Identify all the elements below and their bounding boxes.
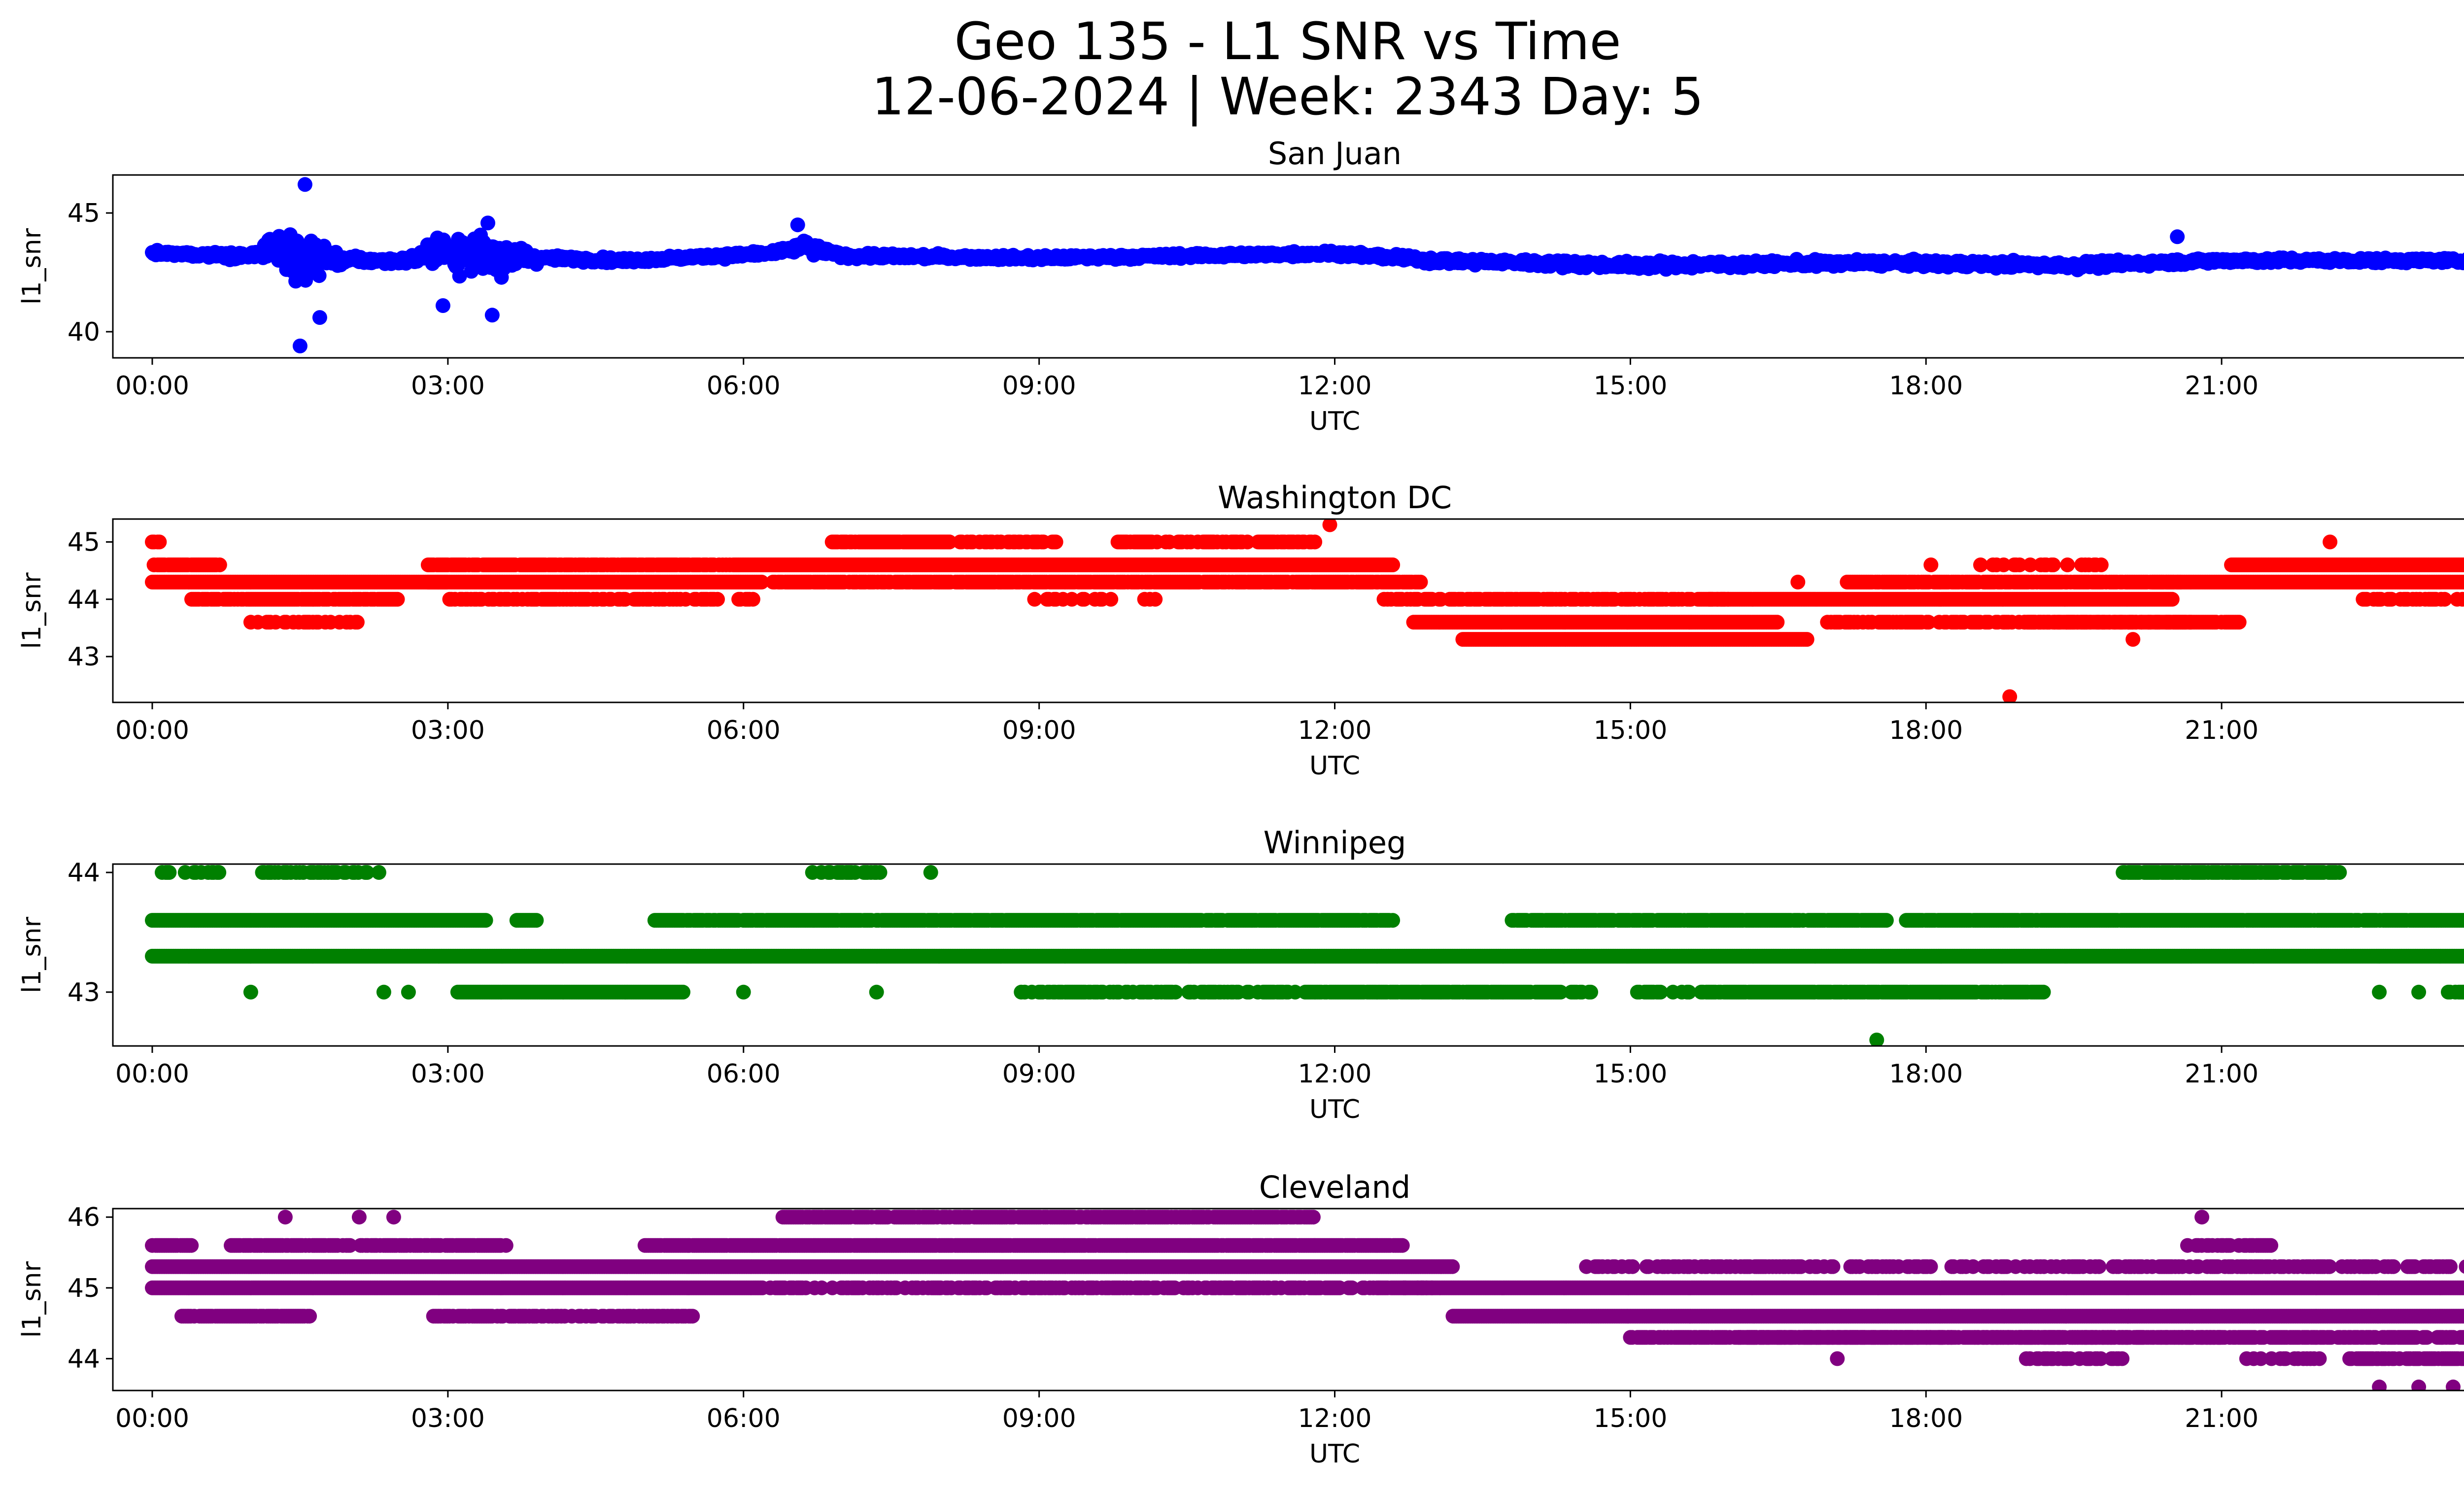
data-points [145,177,2464,353]
x-tick-label: 15:00 [1593,371,1667,401]
x-tick-label: 12:00 [1298,371,1372,401]
data-point [152,534,167,550]
data-point [312,310,327,325]
data-point [297,177,312,192]
y-axis-label: l1_snr [17,228,47,305]
subplot-title: Washington DC [1218,480,1452,516]
data-point [1240,534,1255,550]
data-point [1770,615,1785,630]
data-point [1307,534,1323,550]
data-point [2012,557,2027,572]
data-point [2093,557,2109,572]
data-point [212,557,227,572]
data-point [452,269,467,284]
x-axis-label: UTC [1309,407,1360,436]
data-point [349,615,365,630]
figure-title-line1: Geo 135 - L1 SNR vs Time [954,11,1621,71]
data-point [311,268,327,283]
data-point [1103,591,1119,607]
data-point [390,591,405,607]
x-tick-label: 09:00 [1002,371,1076,401]
data-point [1148,591,1163,607]
data-point [1996,557,2011,572]
data-point [754,574,769,590]
data-point [484,308,500,323]
data-points [145,519,2464,702]
data-point [292,338,308,353]
y-tick-label: 45 [68,199,100,228]
data-point [435,298,450,313]
x-tick-label: 03:00 [411,371,485,401]
x-tick-label: 00:00 [115,371,189,401]
x-tick-label: 21:00 [2185,371,2259,401]
data-point [942,534,957,550]
data-point [1799,632,1814,647]
data-point [464,264,479,279]
data-point [1027,591,1042,607]
data-point [2231,615,2247,630]
subplot-san-juan: San Juan 00:00 03:00 06:00 09:00 12:00 15:00 18… [17,136,2464,436]
data-point [2060,557,2075,572]
data-point [480,215,495,231]
data-point [2170,229,2185,244]
subplot-title: San Juan [1268,136,1402,172]
y-tick-label: 40 [68,317,100,347]
data-point [745,591,760,607]
data-point [790,217,805,233]
data-point [1064,591,1079,607]
data-point [1077,591,1092,607]
data-point [1921,615,1936,630]
figure-title-line2: 12-06-2024 | Week: 2343 Day: 5 [871,67,1704,127]
x-tick-label: 06:00 [707,371,781,401]
data-point [1048,534,1063,550]
data-point [710,591,725,607]
data-point [2046,557,2061,572]
data-point [1413,574,1428,590]
data-point [1385,557,1401,572]
data-point [2164,591,2180,607]
x-tick-label: 18:00 [1889,371,1963,401]
data-point [1973,557,1988,572]
data-point [2022,557,2038,572]
